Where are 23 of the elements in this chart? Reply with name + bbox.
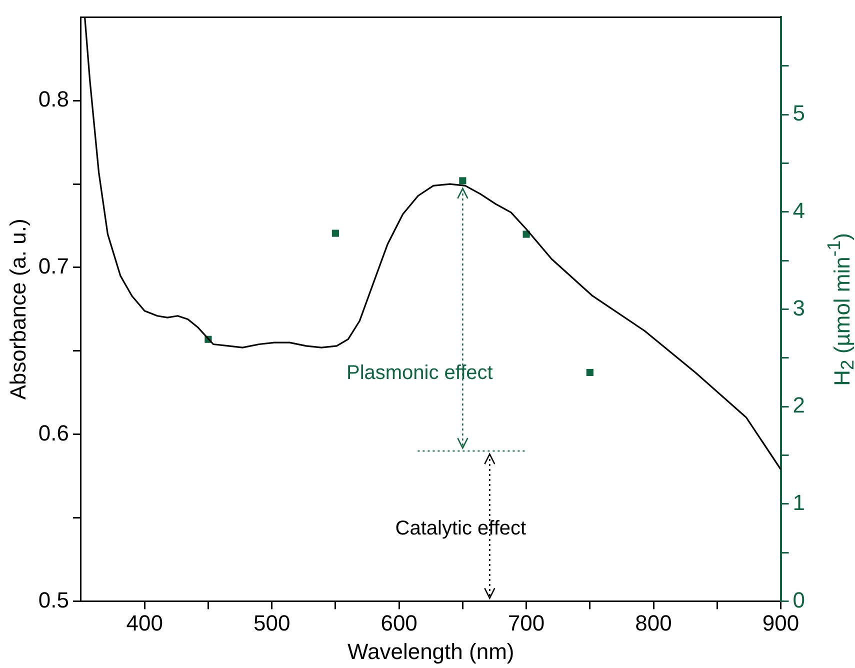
- y2-tick-label: 4: [792, 198, 806, 223]
- y2-tick-label: 1: [792, 490, 806, 515]
- y2-tick-label: 0: [792, 587, 806, 612]
- x-tick-label: 800: [635, 610, 672, 636]
- point: [459, 177, 466, 184]
- x-tick-label: 700: [508, 610, 545, 636]
- y-axis-title: Absorbance (a. u.): [5, 218, 30, 400]
- y-tick-label: 0.7: [38, 254, 69, 279]
- y2-tick-label: 5: [792, 100, 806, 126]
- x-tick-label: 400: [126, 610, 163, 636]
- x-axis-title: Wavelength (nm): [348, 638, 514, 664]
- y-tick-label: 0.6: [38, 420, 69, 446]
- y2-tick-label: 2: [792, 392, 806, 418]
- point: [332, 230, 339, 237]
- x-tick-label: 500: [253, 610, 290, 636]
- annotation: Plasmonic effect: [346, 362, 494, 384]
- y-tick-label: 0.5: [38, 587, 69, 612]
- x-tick-label: 900: [762, 610, 800, 636]
- annotation: Catalytic effect: [395, 518, 527, 540]
- y2-tick-label: 3: [792, 295, 806, 320]
- x-tick-label: 600: [380, 610, 418, 636]
- point: [586, 368, 594, 376]
- y-tick-label: 0.8: [38, 86, 69, 112]
